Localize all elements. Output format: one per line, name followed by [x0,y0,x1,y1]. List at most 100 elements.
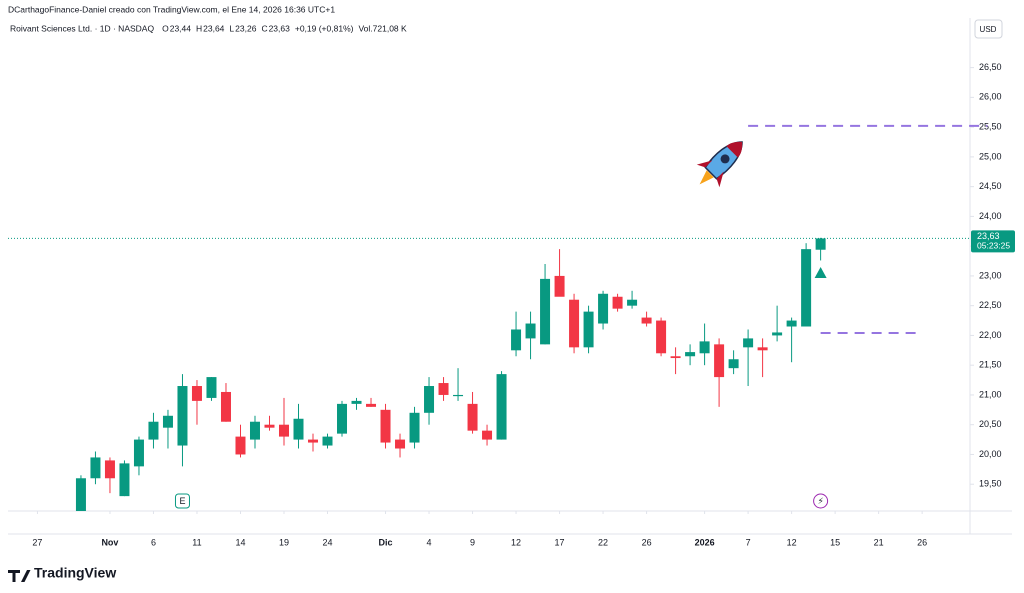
symbol-title: Roivant Sciences Ltd. · 1D · NASDAQ [10,23,154,33]
candle-body [772,332,783,336]
candle-body [249,421,260,440]
candle-body [670,356,681,359]
countdown-label: 05:23:25 [977,241,1010,251]
x-tick-label: 9 [470,537,475,547]
candle-body [322,436,333,446]
candle-body [453,394,464,397]
legend: Roivant Sciences Ltd. · 1D · NASDAQ O 23,… [10,23,407,33]
candle-body [569,299,580,348]
legend-text: 23,26 [235,23,257,33]
legend-text: 23,44 [170,23,192,33]
candle-body [699,341,710,354]
candle-body [612,296,623,309]
candle-body [656,320,667,354]
candle-body [119,463,130,497]
y-tick-label: 26,50 [979,62,1002,72]
event-label: E [179,496,185,506]
y-tick-label: 22,50 [979,300,1002,310]
legend-text: O [162,23,169,33]
last-price-label: 23,63 [977,231,1000,241]
candle-body [293,418,304,440]
y-tick-label: 24,00 [979,211,1002,221]
candle-body [191,386,202,401]
y-tick-label: 25,50 [979,122,1002,132]
candle-body [786,320,797,327]
candle-body [641,317,652,324]
candle-body [395,439,406,449]
legend-text: L [229,23,234,33]
candle-body [815,238,826,250]
candle-body [133,439,144,467]
y-tick-label: 22,00 [979,330,1002,340]
x-tick-label: 21 [874,537,884,547]
signal-marker [814,266,827,278]
candle-body [351,400,362,404]
candle-body [583,311,594,348]
candle-body [264,424,275,428]
y-tick-label: 21,50 [979,360,1002,370]
candle-body [496,374,507,440]
last-price-tag [971,230,1015,253]
rocket [696,141,743,188]
candle-body [308,439,319,443]
legend-text: +0,19 (+0,81%) [295,23,354,33]
candle-body [366,403,377,407]
candle-body [554,275,565,297]
x-tick-label: 19 [279,537,289,547]
candle-body [337,403,348,434]
x-tick-label: 26 [642,537,652,547]
candle-body [90,457,101,479]
candle-body [525,323,536,339]
x-tick-label: 26 [917,537,927,547]
candle-body [757,347,768,351]
event-label: ⚡ [817,496,823,506]
x-tick-label: 17 [555,537,565,547]
x-tick-label: 12 [787,537,797,547]
candle-body [743,338,754,348]
y-tick-label: 20,00 [979,449,1002,459]
candle-body [540,278,551,345]
candle-body [467,403,478,431]
x-tick-label: Nov [101,537,118,547]
candle-body [177,386,188,446]
x-tick-label: 11 [192,537,201,547]
candle-body [235,436,246,455]
x-tick-label: 15 [830,537,840,547]
x-tick-label: 6 [151,537,156,547]
y-tick-label: 24,50 [979,181,1002,191]
candle-body [104,460,115,479]
candle-body [714,344,725,378]
legend-text: 23,64 [203,23,225,33]
legend-text: Vol.721,08 K [358,23,407,33]
event-badge [174,493,190,509]
candle-body [148,421,159,440]
header: DCarthagoFinance-Daniel creado con Tradi… [8,4,335,14]
candle-body [598,293,609,324]
currency-button[interactable] [974,19,1003,39]
candle-body [511,329,522,351]
candle-body [424,386,435,413]
y-tick-label: 26,00 [979,92,1002,102]
y-tick-label: 25,00 [979,151,1002,161]
candle-body [409,412,420,443]
x-tick-label: 7 [746,537,751,547]
legend-text: C [261,23,267,33]
candle-body [380,409,391,443]
x-tick-label: 27 [32,537,42,547]
x-tick-label: Dic [379,537,393,547]
brand-logo [8,570,31,582]
candle-body [685,352,696,357]
candle-body [438,383,449,395]
x-tick-label: 2026 [695,537,715,547]
candle-body [162,415,173,428]
candle-body [206,377,217,398]
candle-body [482,430,493,440]
legend-text: H [196,23,202,33]
brand: TradingView [34,565,116,581]
event-badge [813,493,829,509]
candle-body [75,478,86,511]
y-tick-label: 21,00 [979,389,1002,399]
x-tick-label: 22 [598,537,608,547]
candle-body [220,391,231,422]
